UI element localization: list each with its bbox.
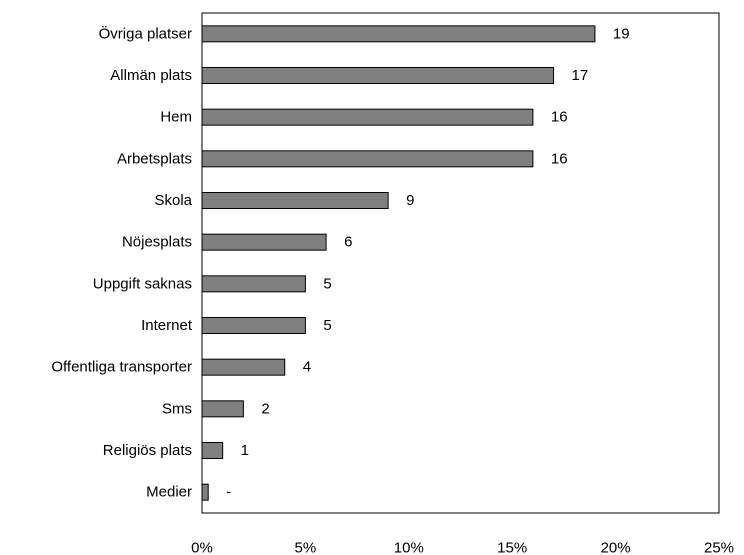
bar <box>201 358 286 376</box>
category-label: Religiös plats <box>103 442 192 459</box>
value-label: 6 <box>344 234 352 251</box>
bar <box>201 275 306 293</box>
category-label: Internet <box>141 317 193 334</box>
ticks-layer: 0% 5% 10% 15% 20% 25% <box>191 540 734 555</box>
value-label: - <box>226 484 231 501</box>
value-label: 17 <box>572 67 589 84</box>
x-tick-label: 10% <box>394 540 424 555</box>
value-label: 16 <box>551 109 568 126</box>
category-label: Övriga platser <box>99 24 192 42</box>
category-label: Arbetsplats <box>117 150 192 167</box>
bar <box>201 25 596 43</box>
x-tick-label: 20% <box>601 540 631 555</box>
category-label: Allmän plats <box>110 67 192 84</box>
category-label: Nöjesplats <box>122 234 192 251</box>
bar <box>201 233 327 251</box>
category-label: Skola <box>154 192 192 209</box>
bar <box>201 442 224 459</box>
category-label: Medier <box>146 484 192 501</box>
bar <box>201 192 389 209</box>
x-tick-label: 0% <box>191 540 213 555</box>
bar <box>201 108 534 126</box>
value-label: 19 <box>613 25 630 42</box>
category-label: Uppgift saknas <box>93 275 192 292</box>
category-label: Hem <box>160 109 192 126</box>
bar <box>201 317 306 334</box>
bar <box>201 67 555 84</box>
bar <box>201 400 244 418</box>
x-tick-label: 15% <box>497 540 527 555</box>
bar <box>201 150 534 168</box>
value-label: 9 <box>406 192 414 209</box>
bar <box>201 483 209 501</box>
bars-layer <box>201 25 596 501</box>
category-label: Sms <box>162 400 192 417</box>
plot-frame <box>201 12 720 514</box>
value-label: 1 <box>241 442 249 459</box>
value-label: 16 <box>551 150 568 167</box>
value-label: 2 <box>261 400 269 417</box>
value-label: 5 <box>323 317 331 334</box>
value-label: 5 <box>323 275 331 292</box>
x-tick-label: 5% <box>295 540 317 555</box>
value-label: 4 <box>303 359 311 376</box>
category-label: Offentliga transporter <box>51 359 192 376</box>
x-tick-label: 25% <box>704 540 734 555</box>
